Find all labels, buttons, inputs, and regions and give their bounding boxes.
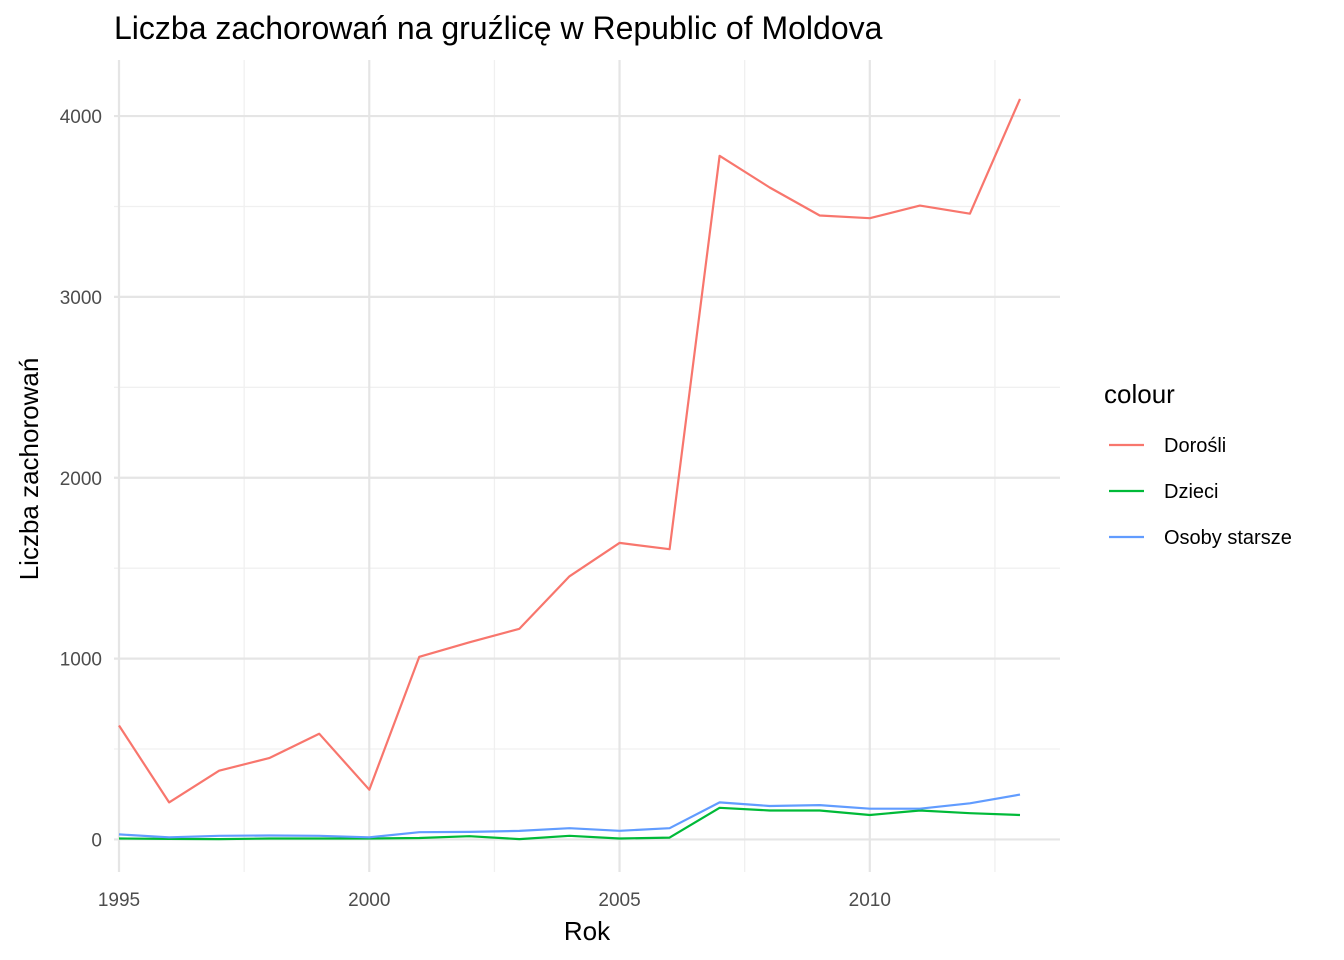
legend-label: Dzieci: [1164, 481, 1218, 503]
series-line: [118, 98, 1022, 804]
y-axis-title: Liczba zachorowań: [14, 358, 44, 581]
legend-label: Dorośli: [1164, 435, 1226, 457]
series-line: [118, 793, 1021, 839]
x-axis-title: Rok: [564, 916, 611, 946]
series-lines: [118, 98, 1022, 841]
y-tick-label: 0: [91, 830, 102, 851]
legend-title: colour: [1104, 379, 1175, 409]
x-axis-tick-labels: 1995 2000 2005 2010: [98, 890, 891, 911]
chart-title: Liczba zachorowań na gruźlicę w Republic…: [114, 10, 883, 46]
y-tick-label: 3000: [60, 288, 102, 309]
major-gridlines: [114, 60, 1060, 872]
x-tick-label: 1995: [98, 890, 140, 911]
x-tick-label: 2010: [849, 890, 891, 911]
legend: colour Dorośli Dzieci Osoby starsze: [1104, 379, 1292, 549]
y-axis-tick-labels: 0 1000 2000 3000 4000: [60, 107, 102, 851]
legend-label: Osoby starsze: [1164, 527, 1292, 549]
x-tick-label: 2000: [348, 890, 390, 911]
y-tick-label: 2000: [60, 469, 102, 490]
minor-gridlines: [114, 60, 1060, 872]
y-tick-label: 1000: [60, 650, 102, 671]
x-tick-label: 2005: [598, 890, 640, 911]
series-line: [118, 806, 1021, 841]
y-tick-label: 4000: [60, 107, 102, 128]
